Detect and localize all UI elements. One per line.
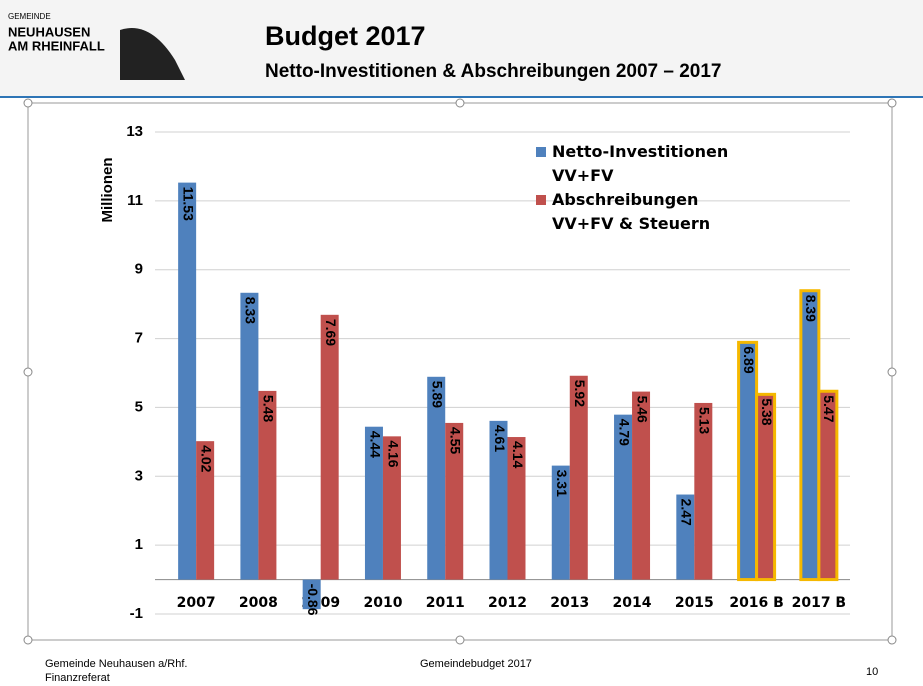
- bar: [632, 391, 651, 580]
- data-label: -0.86: [305, 584, 321, 616]
- x-tick-label: 2011: [426, 595, 465, 611]
- bar: [445, 422, 464, 580]
- x-tick-label: 2017 B: [792, 595, 847, 611]
- handle: [455, 98, 465, 108]
- data-label: 6.89: [741, 346, 757, 373]
- handle: [887, 98, 897, 108]
- data-label: 5.46: [634, 396, 650, 423]
- data-label: 4.61: [492, 425, 508, 452]
- footer-center: Gemeindebudget 2017: [420, 658, 532, 670]
- x-tick-label: 2010: [363, 595, 402, 611]
- title: Budget 2017: [265, 21, 426, 51]
- handle: [23, 367, 33, 377]
- y-tick-label: -1: [130, 605, 143, 622]
- y-tick-label: 11: [127, 192, 143, 209]
- bar: [676, 494, 695, 580]
- bar: [196, 441, 215, 580]
- logo-top: GEMEINDE: [8, 12, 51, 21]
- y-tick-label: 9: [135, 261, 143, 278]
- logo-icon: [120, 28, 185, 80]
- bar: [382, 436, 401, 580]
- bar: [507, 437, 526, 580]
- handle: [887, 367, 897, 377]
- bar: [258, 390, 277, 580]
- data-label: 4.16: [385, 440, 401, 467]
- x-tick-label: 2013: [550, 595, 589, 611]
- y-tick-label: 3: [135, 467, 143, 484]
- data-label: 5.89: [430, 381, 446, 408]
- data-label: 2.47: [679, 499, 695, 526]
- x-tick-label: 2015: [675, 595, 714, 611]
- bar: [489, 420, 508, 580]
- bar: [427, 376, 446, 580]
- data-label: 4.14: [510, 441, 526, 468]
- bar: [755, 392, 777, 582]
- data-label: 4.02: [198, 445, 214, 472]
- bar: [799, 289, 821, 582]
- y-tick-label: 13: [126, 123, 143, 140]
- data-label: 3.31: [554, 470, 570, 497]
- footer-left: Finanzreferat: [45, 672, 110, 684]
- subtitle: Netto-Investitionen & Abschreibungen 200…: [265, 61, 721, 82]
- x-tick-label: 2012: [488, 595, 527, 611]
- y-tick-label: 7: [135, 330, 143, 347]
- legend-swatch: [536, 147, 546, 157]
- legend-label: Abschreibungen VV+FV & Steuern: [552, 190, 711, 233]
- page-number: 10: [866, 666, 878, 678]
- legend-swatch: [536, 195, 546, 205]
- bar: [364, 426, 383, 580]
- data-label: 8.39: [803, 295, 819, 322]
- bar: [569, 375, 588, 580]
- data-label: 5.48: [261, 395, 277, 422]
- logo-line: NEUHAUSEN: [8, 24, 90, 39]
- bar: [694, 402, 713, 580]
- handle: [887, 635, 897, 645]
- bar: [178, 182, 197, 580]
- data-label: 7.69: [323, 319, 339, 346]
- x-tick-label: 2016 B: [729, 595, 784, 611]
- bar: [240, 292, 259, 580]
- data-label: 5.47: [821, 395, 837, 422]
- bar: [551, 465, 570, 580]
- handle: [23, 98, 33, 108]
- bar: [302, 579, 321, 610]
- bar: [737, 340, 759, 582]
- y-axis-label: Millionen: [99, 158, 116, 223]
- x-tick-label: 2007: [177, 595, 216, 611]
- data-label: 4.44: [367, 431, 383, 458]
- y-tick-label: 5: [135, 398, 143, 415]
- logo-line: AM RHEINFALL: [8, 38, 105, 53]
- data-label: 8.33: [243, 297, 259, 324]
- y-tick-label: 1: [135, 536, 143, 553]
- handle: [455, 635, 465, 645]
- data-label: 4.79: [616, 419, 632, 446]
- bar: [614, 414, 633, 580]
- legend-label: Netto-Investitionen VV+FV: [552, 142, 729, 185]
- x-tick-label: 2014: [613, 595, 652, 611]
- data-label: 5.13: [697, 407, 713, 434]
- data-label: 5.92: [572, 380, 588, 407]
- x-tick-label: 2008: [239, 595, 278, 611]
- bar: [817, 389, 839, 582]
- handle: [23, 635, 33, 645]
- footer-left: Gemeinde Neuhausen a/Rhf.: [45, 658, 187, 670]
- bar: [320, 314, 339, 580]
- data-label: 11.53: [180, 187, 196, 221]
- data-label: 5.38: [759, 398, 775, 425]
- data-label: 4.55: [448, 427, 464, 454]
